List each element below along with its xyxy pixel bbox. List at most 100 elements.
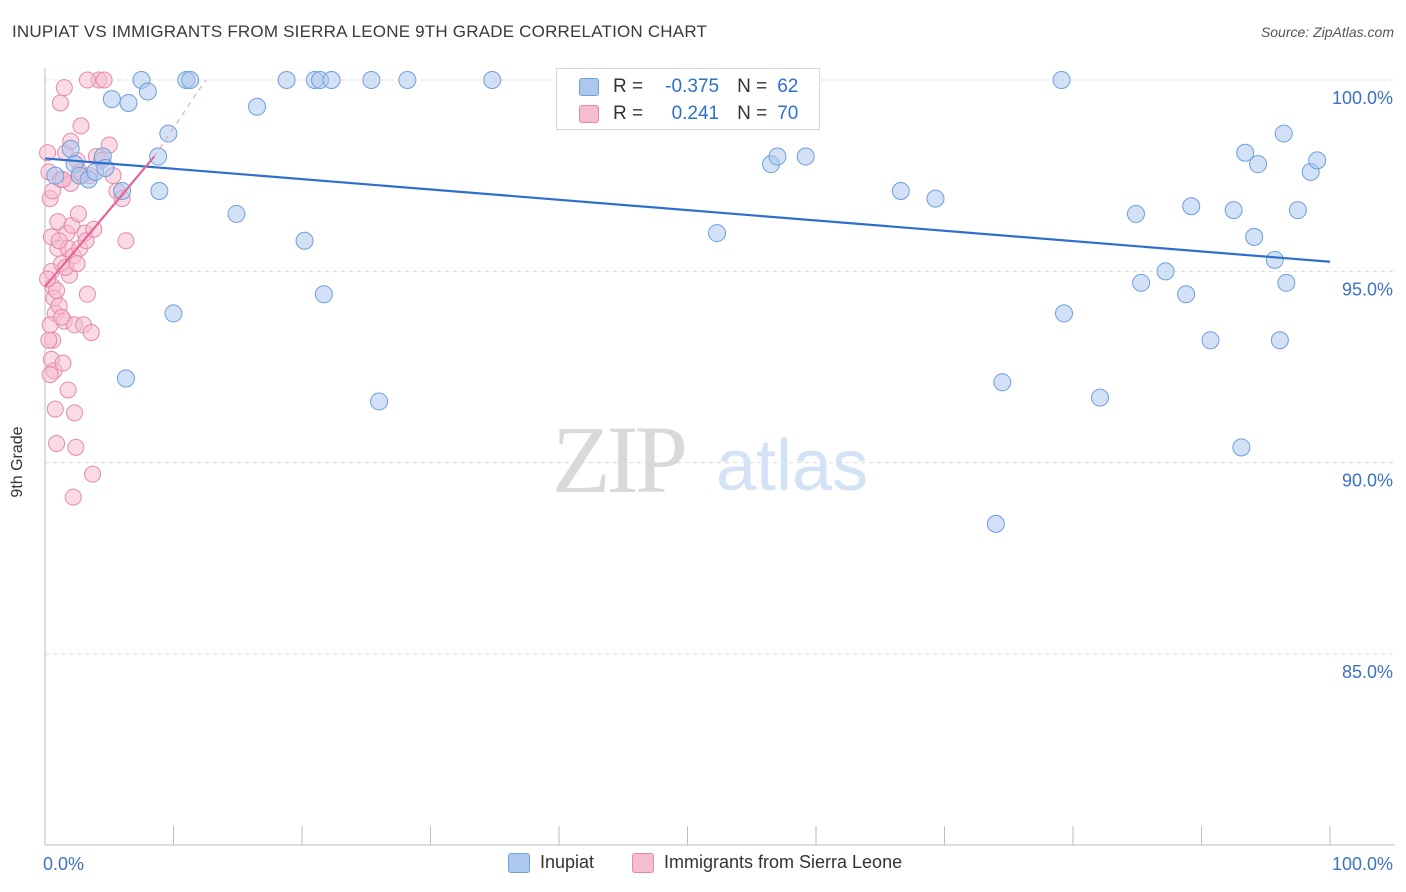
inupiat-point xyxy=(1265,250,1284,269)
inupiat-point xyxy=(796,147,815,166)
x-tick-label-min: 0.0% xyxy=(43,854,84,874)
sierra-leone-trend-line xyxy=(44,155,156,288)
inupiat-point xyxy=(1052,71,1071,89)
inupiat-point xyxy=(116,369,135,388)
inupiat-point xyxy=(362,71,381,89)
inupiat-point xyxy=(1090,388,1109,407)
sierra-leone-legend-swatch xyxy=(632,852,654,873)
inupiat-point xyxy=(159,124,178,143)
sierra-leone-swatch xyxy=(579,105,599,123)
inupiat-point xyxy=(1055,304,1074,323)
sierra-leone-point xyxy=(48,281,66,299)
sierra-leone-point xyxy=(72,117,90,135)
trend-lines xyxy=(44,79,1331,288)
legend-label-inupiat: Inupiat xyxy=(540,852,595,872)
stats-row-sierra-leone: R = 0.241 N = 70 xyxy=(579,101,798,127)
r-label: R = xyxy=(613,103,644,124)
inupiat-point xyxy=(1232,438,1251,457)
inupiat-n-value: 62 xyxy=(777,76,799,97)
inupiat-point xyxy=(768,147,787,166)
inupiat-point xyxy=(248,97,267,116)
y-tick-label: 85.0% xyxy=(1342,662,1393,682)
inupiat-point xyxy=(138,82,157,101)
inupiat-point xyxy=(1182,197,1201,216)
legend-item-sierra-leone[interactable]: Immigrants from Sierra Leone xyxy=(632,852,902,873)
sierra-leone-point xyxy=(39,144,57,162)
y-tick-label: 95.0% xyxy=(1342,279,1393,299)
sierra-leone-point xyxy=(84,465,102,483)
sierra-leone-point xyxy=(48,435,66,453)
inupiat-point xyxy=(46,166,65,185)
inupiat-point xyxy=(370,392,389,411)
inupiat-point xyxy=(61,139,80,158)
watermark-zip: ZIP xyxy=(552,406,685,513)
stats-row-inupiat: R = -0.375 N = 62 xyxy=(579,74,798,100)
sierra-leone-point xyxy=(46,400,64,418)
sierra-leone-point xyxy=(50,232,68,250)
inupiat-trend-line xyxy=(44,157,1331,263)
legend-label-sierra-leone: Immigrants from Sierra Leone xyxy=(664,852,903,872)
inupiat-point xyxy=(986,514,1005,533)
inupiat-point xyxy=(1236,143,1255,162)
y-tick-label: 100.0% xyxy=(1332,88,1393,108)
inupiat-point xyxy=(1274,124,1293,143)
inupiat-point xyxy=(1126,204,1145,223)
sierra-leone-point xyxy=(117,232,135,250)
sierra-leone-trend-extension xyxy=(153,79,207,157)
tick-labels: 100.0% 95.0% 90.0% 85.0% 0.0% 100.0% xyxy=(43,88,1393,874)
sierra-leone-point xyxy=(66,404,84,422)
inupiat-point xyxy=(1249,155,1268,174)
sierra-leone-point xyxy=(69,205,87,223)
inupiat-point xyxy=(149,147,168,166)
sierra-leone-point xyxy=(64,488,82,506)
watermark-atlas: atlas xyxy=(716,426,868,506)
inupiat-legend-swatch xyxy=(508,852,530,873)
sierra-leone-point xyxy=(41,366,59,384)
r-label: R = xyxy=(613,76,644,97)
sierra-leone-point xyxy=(53,308,71,326)
sierra-leone-point xyxy=(40,331,58,349)
inupiat-point xyxy=(1177,285,1196,304)
inupiat-point xyxy=(295,231,314,250)
inupiat-point xyxy=(164,304,183,323)
y-tick-label: 90.0% xyxy=(1342,471,1393,491)
inupiat-point xyxy=(314,285,333,304)
inupiat-point xyxy=(483,71,502,89)
inupiat-point xyxy=(150,181,169,200)
inupiat-point xyxy=(322,71,341,89)
watermark: ZIP atlas xyxy=(552,406,868,513)
y-axis-label: 9th Grade xyxy=(9,426,26,498)
inupiat-point xyxy=(1308,151,1327,170)
inupiat-point xyxy=(993,373,1012,392)
inupiat-point xyxy=(1277,273,1296,292)
stats-legend: R = -0.375 N = 62 R = 0.241 N = 70 xyxy=(556,68,820,130)
sierra-leone-point xyxy=(68,255,86,273)
inupiat-point xyxy=(113,181,132,200)
inupiat-point xyxy=(398,71,417,89)
chart-title: INUPIAT VS IMMIGRANTS FROM SIERRA LEONE … xyxy=(12,22,708,41)
x-tick-label-max: 100.0% xyxy=(1332,854,1393,874)
inupiat-point xyxy=(1245,227,1264,246)
sierra-leone-point xyxy=(55,79,73,97)
sierra-leone-point xyxy=(78,285,96,303)
inupiat-swatch xyxy=(579,78,599,96)
legend-item-inupiat[interactable]: Inupiat xyxy=(508,852,594,873)
inupiat-point xyxy=(1224,201,1243,220)
inupiat-point xyxy=(926,189,945,208)
inupiat-point xyxy=(708,224,727,243)
inupiat-point xyxy=(102,90,121,109)
bottom-legend: Inupiat Immigrants from Sierra Leone xyxy=(0,852,1406,878)
inupiat-point xyxy=(1288,201,1307,220)
n-label: N = xyxy=(737,76,768,97)
sierra-leone-n-value: 70 xyxy=(777,103,799,124)
sierra-leone-point xyxy=(78,71,96,89)
sierra-leone-r-value: 0.241 xyxy=(671,103,720,124)
inupiat-point xyxy=(227,204,246,223)
grid-lines xyxy=(45,79,1395,655)
sierra-leone-point xyxy=(82,324,100,342)
sierra-leone-point xyxy=(39,270,57,288)
inupiat-point xyxy=(1270,331,1289,350)
inupiat-point xyxy=(891,181,910,200)
sierra-leone-point xyxy=(54,354,72,372)
